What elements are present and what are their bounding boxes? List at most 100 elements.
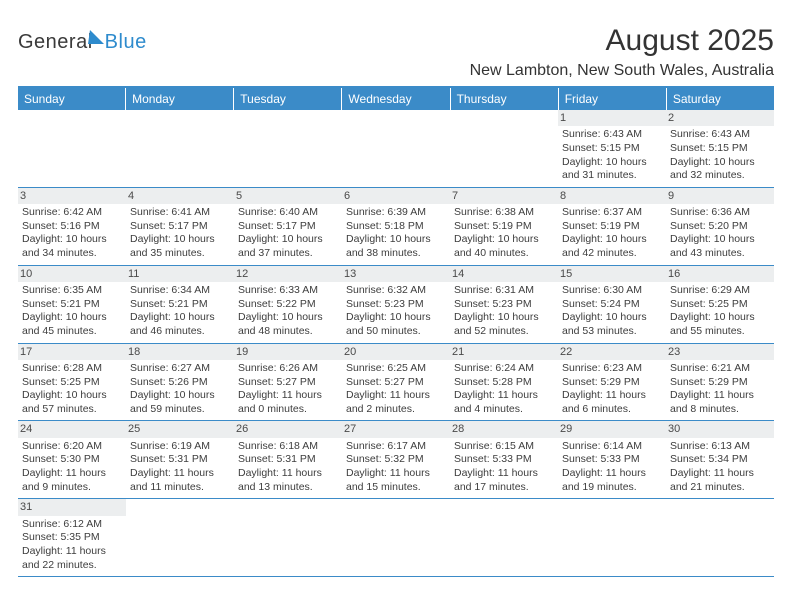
calendar-day-cell: 27Sunrise: 6:17 AMSunset: 5:32 PMDayligh… — [342, 421, 450, 499]
weekday-header: Wednesday — [342, 88, 450, 110]
sunset-line: Sunset: 5:24 PM — [562, 298, 662, 312]
sunrise-line: Sunrise: 6:40 AM — [238, 206, 338, 220]
sunset-line: Sunset: 5:19 PM — [454, 220, 554, 234]
day-number: 24 — [18, 421, 126, 437]
day-number: 17 — [18, 344, 126, 360]
calendar-empty-cell — [342, 110, 450, 188]
weekday-header: Friday — [559, 88, 667, 110]
sunset-line: Sunset: 5:23 PM — [454, 298, 554, 312]
day-number: 7 — [450, 188, 558, 204]
sunrise-line: Sunrise: 6:21 AM — [670, 362, 770, 376]
day-number: 29 — [558, 421, 666, 437]
sunrise-line: Sunrise: 6:27 AM — [130, 362, 230, 376]
calendar-day-cell: 5Sunrise: 6:40 AMSunset: 5:17 PMDaylight… — [234, 188, 342, 266]
weekday-header-row: SundayMondayTuesdayWednesdayThursdayFrid… — [18, 88, 774, 110]
logo-text-blue: Blue — [105, 31, 147, 54]
calendar-day-cell: 31Sunrise: 6:12 AMSunset: 5:35 PMDayligh… — [18, 499, 126, 577]
calendar-row: 3 Sunrise: 6:42 AMSunset: 5:16 PM Daylight… — [18, 188, 774, 266]
daylight-line: Daylight: 10 hours and 59 minutes. — [130, 389, 230, 416]
calendar-day-cell: 2Sunrise: 6:43 AMSunset: 5:15 PMDaylight… — [666, 110, 774, 188]
title-block: August 2025 New Lambton, New South Wales… — [470, 24, 774, 80]
sunrise-line: Sunrise: 6:24 AM — [454, 362, 554, 376]
day-number: 22 — [558, 344, 666, 360]
calendar-day-cell: 4Sunrise: 6:41 AMSunset: 5:17 PMDaylight… — [126, 188, 234, 266]
calendar-empty-cell — [18, 110, 126, 188]
calendar-day-cell: 7Sunrise: 6:38 AMSunset: 5:19 PMDaylight… — [450, 188, 558, 266]
calendar-day-cell: 10Sunrise: 6:35 AMSunset: 5:21 PMDayligh… — [18, 266, 126, 344]
sunset-line: Sunset: 5:35 PM — [22, 531, 122, 545]
calendar-day-cell: 19Sunrise: 6:26 AMSunset: 5:27 PMDayligh… — [234, 344, 342, 422]
daylight-line: Daylight: 11 hours and 8 minutes. — [670, 389, 770, 416]
daylight-line: Daylight: 11 hours and 4 minutes. — [454, 389, 554, 416]
sunrise-line: Sunrise: 6:20 AM — [22, 440, 122, 454]
calendar-day-cell: 26Sunrise: 6:18 AMSunset: 5:31 PMDayligh… — [234, 421, 342, 499]
day-number: 6 — [342, 188, 450, 204]
daylight-line: Daylight: 10 hours and 53 minutes. — [562, 311, 662, 338]
sunset-line: Sunset: 5:29 PM — [670, 376, 770, 390]
sunset-line: Sunset: 5:16 PM — [22, 220, 122, 234]
calendar-row: 31Sunrise: 6:12 AMSunset: 5:35 PMDayligh… — [18, 499, 774, 577]
sunrise-line: Sunrise: 6:29 AM — [670, 284, 770, 298]
weekday-header: Monday — [126, 88, 234, 110]
sunset-line: Sunset: 5:31 PM — [238, 453, 338, 467]
sunrise-line: Sunrise: 6:34 AM — [130, 284, 230, 298]
sunset-line: Sunset: 5:15 PM — [562, 142, 662, 156]
calendar-day-cell: 28Sunrise: 6:15 AMSunset: 5:33 PMDayligh… — [450, 421, 558, 499]
daylight-line: Daylight: 10 hours and 42 minutes. — [562, 233, 662, 260]
day-number: 1 — [558, 110, 666, 126]
daylight-line: Daylight: 11 hours and 13 minutes. — [238, 467, 338, 494]
sunrise-line: Sunrise: 6:42 AM — [22, 206, 122, 220]
calendar-day-cell: 25Sunrise: 6:19 AMSunset: 5:31 PMDayligh… — [126, 421, 234, 499]
weekday-header: Saturday — [667, 88, 774, 110]
sunrise-line: Sunrise: 6:43 AM — [562, 128, 662, 142]
month-title: August 2025 — [470, 24, 774, 58]
day-number: 13 — [342, 266, 450, 282]
daylight-line: Daylight: 10 hours and 38 minutes. — [346, 233, 446, 260]
sunrise-line: Sunrise: 6:19 AM — [130, 440, 230, 454]
sunrise-line: Sunrise: 6:36 AM — [670, 206, 770, 220]
calendar-row: 10Sunrise: 6:35 AMSunset: 5:21 PMDayligh… — [18, 266, 774, 344]
sunset-line: Sunset: 5:30 PM — [22, 453, 122, 467]
sunrise-line: Sunrise: 6:23 AM — [562, 362, 662, 376]
day-number: 23 — [666, 344, 774, 360]
daylight-line: Daylight: 11 hours and 9 minutes. — [22, 467, 122, 494]
calendar-empty-cell — [450, 499, 558, 577]
day-number: 31 — [18, 499, 126, 515]
sunset-line: Sunset: 5:32 PM — [346, 453, 446, 467]
calendar-empty-cell — [342, 499, 450, 577]
sunrise-line: Sunrise: 6:38 AM — [454, 206, 554, 220]
day-number: 25 — [126, 421, 234, 437]
calendar-day-cell: 15Sunrise: 6:30 AMSunset: 5:24 PMDayligh… — [558, 266, 666, 344]
sunrise-line: Sunrise: 6:32 AM — [346, 284, 446, 298]
calendar-day-cell: 22Sunrise: 6:23 AMSunset: 5:29 PMDayligh… — [558, 344, 666, 422]
sunset-line: Sunset: 5:21 PM — [22, 298, 122, 312]
sunset-line: Sunset: 5:25 PM — [22, 376, 122, 390]
calendar-day-cell: 18Sunrise: 6:27 AMSunset: 5:26 PMDayligh… — [126, 344, 234, 422]
day-number: 3 — [18, 188, 126, 204]
daylight-line: Daylight: 11 hours and 19 minutes. — [562, 467, 662, 494]
day-number: 9 — [666, 188, 774, 204]
sunset-line: Sunset: 5:27 PM — [346, 376, 446, 390]
sunset-line: Sunset: 5:23 PM — [346, 298, 446, 312]
sunset-line: Sunset: 5:22 PM — [238, 298, 338, 312]
logo-triangle-icon — [88, 30, 106, 44]
day-number: 28 — [450, 421, 558, 437]
daylight-line: Daylight: 11 hours and 0 minutes. — [238, 389, 338, 416]
sunrise-line: Sunrise: 6:15 AM — [454, 440, 554, 454]
sunrise-line: Sunrise: 6:39 AM — [346, 206, 446, 220]
sunset-line: Sunset: 5:17 PM — [238, 220, 338, 234]
day-number: 10 — [18, 266, 126, 282]
logo: General Blue — [18, 24, 147, 54]
sunset-line: Sunset: 5:34 PM — [670, 453, 770, 467]
daylight-line: Daylight: 10 hours and 52 minutes. — [454, 311, 554, 338]
day-number: 2 — [666, 110, 774, 126]
location-subtitle: New Lambton, New South Wales, Australia — [470, 62, 774, 80]
calendar-row: 1 Sunrise: 6:43 AMSunset: 5:15 PM Daylight… — [18, 110, 774, 188]
sunset-line: Sunset: 5:18 PM — [346, 220, 446, 234]
weekday-header: Sunday — [18, 88, 126, 110]
weekday-header: Thursday — [451, 88, 559, 110]
daylight-line: Daylight: 10 hours and 43 minutes. — [670, 233, 770, 260]
day-number: 11 — [126, 266, 234, 282]
daylight-line: Daylight: 11 hours and 22 minutes. — [22, 545, 122, 572]
daylight-line: Daylight: 10 hours and 32 minutes. — [670, 156, 770, 183]
